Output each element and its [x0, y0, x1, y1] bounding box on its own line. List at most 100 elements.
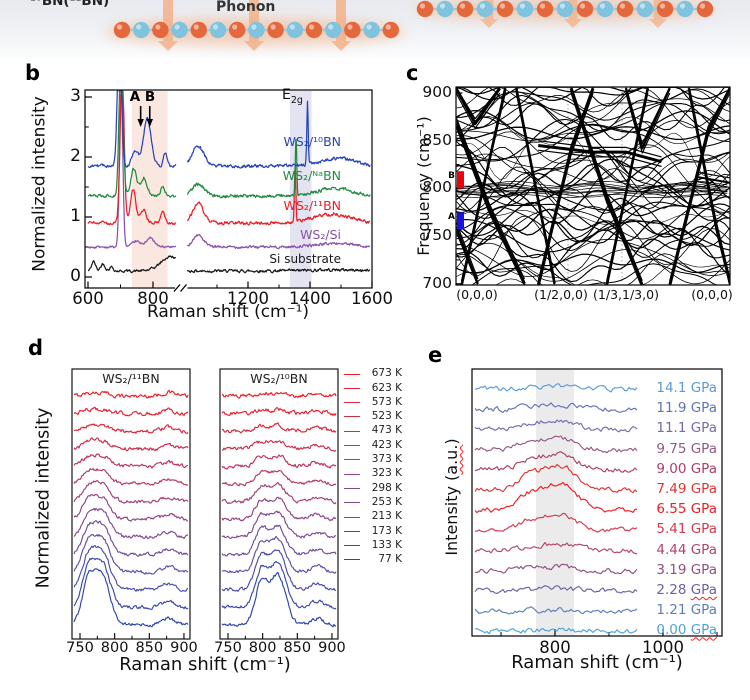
panel-d-curve: [73, 389, 189, 399]
phonon-arrow: [158, 0, 178, 51]
atom: [382, 21, 399, 39]
atom: [436, 0, 454, 18]
phonon-band: [688, 87, 730, 280]
phonon-band: [456, 184, 730, 221]
shaded-band: [536, 370, 574, 635]
panel-d-subplot1-title: WS₂/¹¹BN: [102, 371, 160, 386]
phonon-band-strong: [456, 226, 479, 285]
phonon-band: [456, 109, 730, 141]
atom: [456, 0, 474, 18]
panel-d-curve: [73, 437, 189, 452]
phonon-band: [456, 144, 730, 192]
panel-d-curve: [73, 480, 189, 504]
phonon-band: [456, 87, 501, 120]
atom: [596, 0, 614, 18]
phonon-band: [456, 191, 728, 198]
bn-isotope-label: ¹⁰BN(¹¹BN): [30, 0, 110, 9]
phonon-band: [456, 187, 728, 193]
legend-line: [344, 387, 360, 389]
legend-item: 573 K: [344, 396, 402, 409]
phonon-band: [471, 263, 717, 285]
series-label-0: WS₂/¹⁰BN: [283, 134, 341, 149]
panel-d-curve: [73, 544, 189, 592]
legend-item: 77 K: [344, 554, 402, 566]
panel-c-ytick-label: 750: [422, 226, 452, 245]
panel-b-curve: [187, 164, 371, 226]
phonon-band: [456, 220, 730, 246]
atom: [363, 21, 380, 39]
panel-d-curve: [73, 568, 189, 628]
phonon-band: [625, 87, 671, 145]
annotation-arrow: [146, 119, 153, 127]
pressure-label: 9.00 GPa: [640, 460, 717, 477]
phonon-band-strong: [538, 144, 662, 164]
atom: [344, 21, 361, 39]
pressure-unit: GPa: [690, 481, 717, 497]
panel-d-curve: [73, 493, 189, 522]
legend-label: 323 K: [371, 467, 402, 480]
pressure-value: 6.55: [656, 501, 691, 518]
legend-label: 133 K: [371, 538, 402, 551]
phonon-band: [456, 144, 730, 193]
legend-line: [344, 487, 360, 489]
pressure-value: 11.9: [656, 400, 691, 417]
pressure-value: 9.00: [656, 460, 691, 477]
panel-b-ytick-label: 1: [70, 206, 81, 226]
panel-c-xtick-label: (1/2,0,0): [534, 287, 588, 302]
panel-c-marker-a-label: A: [448, 212, 455, 223]
panel-d-curve: [221, 391, 337, 399]
panel-d-plot: [71, 368, 339, 640]
mode-marker: [457, 171, 464, 189]
panel-d-curve: [221, 510, 337, 539]
panel-a-graphic: [105, 0, 715, 51]
phonon-band: [606, 92, 649, 285]
phonon-band-strong: [456, 121, 526, 285]
phonon-band-strong: [624, 87, 671, 150]
pressure-value: 5.41: [656, 521, 691, 538]
series-label-2: WS₂/¹¹BN: [283, 198, 341, 213]
panel-c-ytick-label: 800: [422, 178, 452, 197]
phonon-band: [456, 184, 728, 190]
phonon-band: [456, 253, 730, 274]
atom: [636, 0, 654, 18]
panel-e-curve: [474, 402, 638, 413]
pressure-unit: GPa: [690, 400, 717, 417]
panel-e-curve: [474, 585, 638, 595]
phonon-band: [696, 171, 730, 179]
pressure-label: 2.28 GPa: [640, 583, 717, 598]
phonon-band: [456, 189, 728, 194]
phonon-band: [538, 140, 662, 158]
phonon-band: [456, 87, 730, 130]
atom: [113, 21, 131, 39]
pressure-label: 1.21 GPa: [640, 603, 717, 618]
legend-label: 423 K: [371, 438, 402, 451]
phonon-band: [456, 210, 730, 225]
panel-e-curve: [474, 606, 638, 615]
phonon-band: [456, 125, 730, 141]
panel-d-letter: d: [28, 336, 44, 360]
panel-d-curve: [73, 520, 189, 557]
phonon-band: [570, 87, 643, 282]
panel-e-curve: [474, 419, 638, 433]
panel-d-curve: [73, 453, 189, 469]
panel-b-curve: [87, 90, 177, 169]
phonon-band-strong: [569, 87, 644, 285]
panel-b-yaxis-label: Normalized intensity: [29, 96, 50, 272]
atom: [171, 21, 188, 39]
phonon-band: [537, 87, 594, 282]
pressure-label: 11.1 GPa: [640, 421, 717, 436]
phonon-band: [456, 116, 730, 145]
panel-d-curve: [221, 439, 337, 452]
legend-item: 323 K: [344, 468, 402, 480]
phonon-band: [456, 102, 730, 135]
panel-d-curve: [221, 406, 337, 417]
legend-item: 623 K: [344, 382, 402, 394]
panel-e-curve: [474, 481, 638, 514]
phonon-band: [570, 92, 643, 285]
panel-d-xtick-label: 850: [135, 640, 164, 656]
panel-c-xtick-label: (1/3,1/3,0): [593, 287, 659, 302]
pressure-label: 11.9 GPa: [640, 401, 717, 416]
panel-d-xtick-label: 900: [318, 640, 346, 656]
phonon-band: [456, 242, 730, 285]
